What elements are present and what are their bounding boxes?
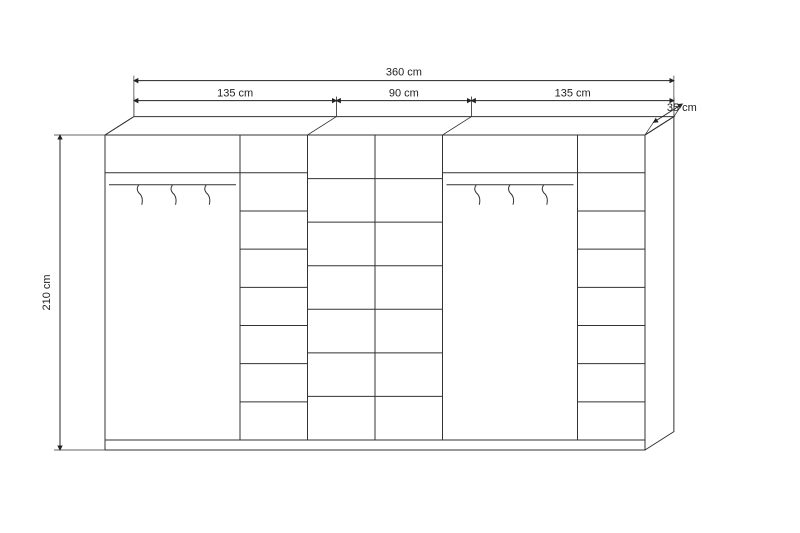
- svg-text:135 cm: 135 cm: [555, 88, 591, 100]
- svg-text:360 cm: 360 cm: [386, 67, 422, 79]
- svg-text:35 cm: 35 cm: [667, 102, 697, 114]
- svg-text:210 cm: 210 cm: [41, 274, 53, 310]
- svg-text:90 cm: 90 cm: [389, 88, 419, 100]
- wardrobe-technical-drawing: 210 cm 360 cm 135 cm 90 cm 135 cm 35 cm: [0, 0, 800, 533]
- svg-text:135 cm: 135 cm: [217, 88, 253, 100]
